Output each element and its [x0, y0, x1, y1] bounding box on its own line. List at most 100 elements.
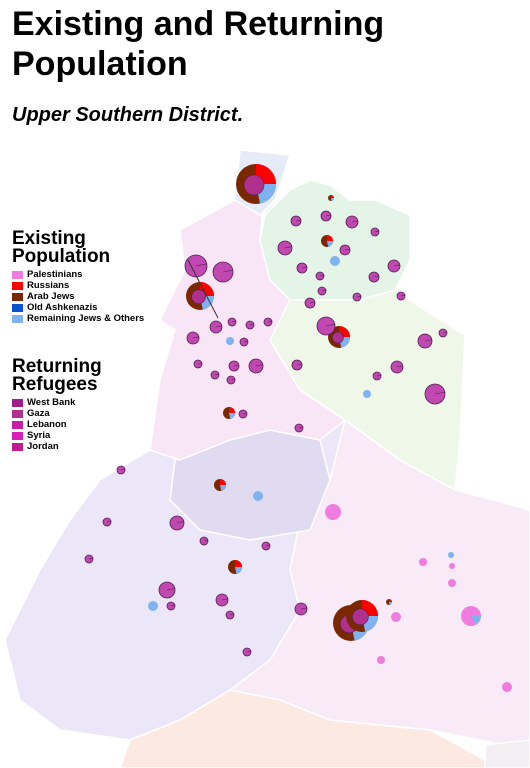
symbol-slice	[344, 248, 351, 251]
symbol-slice	[267, 320, 273, 323]
subtitle: Upper Southern District.	[12, 104, 244, 126]
legend-swatch	[12, 314, 23, 323]
legend-item: Arab Jews	[12, 291, 162, 302]
symbol-slice	[215, 325, 223, 328]
legend: Returning Refugees West Bank Gaza Lebanon Sy…	[12, 357, 162, 452]
legend-label: Remaining Jews & Others	[27, 313, 145, 324]
symbol-slice	[301, 266, 308, 269]
legend-swatch	[12, 409, 23, 418]
symbol-slice	[220, 485, 226, 491]
symbol-slice	[176, 521, 185, 524]
legend-item: Jordan	[12, 441, 162, 452]
symbol-slice	[243, 340, 249, 343]
symbol-slice	[284, 246, 293, 249]
symbol	[419, 558, 427, 566]
region	[484, 739, 530, 768]
legend-label: Syria	[27, 430, 51, 441]
symbol-slice	[229, 407, 235, 413]
symbol	[448, 552, 454, 558]
symbol-slice	[331, 198, 335, 201]
legend-item: West Bank	[12, 397, 162, 408]
symbol-slice	[192, 336, 200, 339]
symbol-slice	[231, 320, 237, 323]
symbol-slice	[389, 602, 392, 605]
symbol-slice	[393, 264, 401, 267]
symbol-slice	[246, 650, 252, 653]
symbol	[363, 390, 371, 398]
legend-label: West Bank	[27, 397, 76, 408]
symbol	[253, 491, 263, 501]
legend-label: Russians	[27, 280, 70, 291]
symbol-slice	[229, 613, 235, 616]
symbol-slice	[321, 289, 327, 292]
symbol-slice	[255, 364, 264, 367]
symbol-slice	[424, 339, 433, 342]
symbol	[325, 504, 341, 520]
legend-swatch	[12, 270, 23, 279]
symbol-slice	[233, 364, 240, 367]
symbol	[377, 656, 385, 664]
symbol	[448, 579, 456, 587]
symbol-slice	[373, 275, 380, 278]
symbol	[502, 682, 512, 692]
symbol-slice	[235, 560, 242, 567]
legend-title: Existing Population	[12, 228, 111, 267]
symbol-slice	[376, 374, 382, 377]
legend-item: Gaza	[12, 408, 162, 419]
symbol-slice	[400, 294, 406, 297]
symbol-slice	[242, 412, 248, 415]
symbol-slice	[396, 365, 404, 368]
legend-label: Lebanon	[27, 419, 67, 430]
symbol-slice	[356, 295, 362, 298]
symbol-slice	[325, 323, 336, 327]
symbol-slice	[120, 468, 126, 471]
symbol-slice	[442, 331, 448, 334]
symbol	[330, 256, 340, 266]
region	[259, 179, 411, 301]
legend-item: Russians	[12, 280, 162, 291]
legend-swatch	[12, 281, 23, 290]
symbol-inner	[191, 289, 206, 305]
symbol-slice	[106, 520, 112, 523]
symbol-inner	[332, 331, 344, 344]
symbol-slice	[229, 413, 235, 419]
symbol-slice	[434, 391, 446, 395]
legend-swatch	[12, 431, 23, 440]
legend-label: Jordan	[27, 441, 59, 452]
symbol-slice	[249, 323, 255, 326]
legend-item: Syria	[12, 430, 162, 441]
legend-item: Palestinians	[12, 269, 162, 280]
symbol-slice	[195, 263, 208, 267]
symbol-slice	[197, 362, 203, 365]
legend-item: Old Ashkenazis	[12, 302, 162, 313]
symbol-slice	[296, 363, 303, 366]
legend-item: Lebanon	[12, 419, 162, 430]
legend-label: Arab Jews	[27, 291, 75, 302]
symbol	[148, 601, 158, 611]
legend-swatch	[12, 398, 23, 407]
legend-label: Old Ashkenazis	[27, 302, 98, 313]
symbol-slice	[235, 567, 242, 574]
symbol-slice	[230, 378, 236, 381]
symbol	[226, 337, 234, 345]
symbol-slice	[331, 195, 334, 198]
legend-item: Remaining Jews & Others	[12, 313, 162, 324]
symbols	[84, 164, 512, 692]
symbol-slice	[170, 604, 176, 607]
symbol-slice	[319, 274, 325, 277]
legend-swatch	[12, 303, 23, 312]
symbol-slice	[265, 544, 271, 547]
symbol-slice	[325, 214, 332, 217]
symbol-slice	[214, 373, 220, 376]
symbol-slice	[221, 598, 229, 601]
symbol-slice	[166, 588, 176, 591]
legend-label: Gaza	[27, 408, 50, 419]
symbol-inner	[352, 608, 369, 626]
leader	[187, 259, 219, 319]
symbol-slice	[327, 235, 333, 241]
symbol-slice	[298, 426, 304, 429]
symbol-slice	[220, 479, 226, 485]
legend-swatch	[12, 420, 23, 429]
